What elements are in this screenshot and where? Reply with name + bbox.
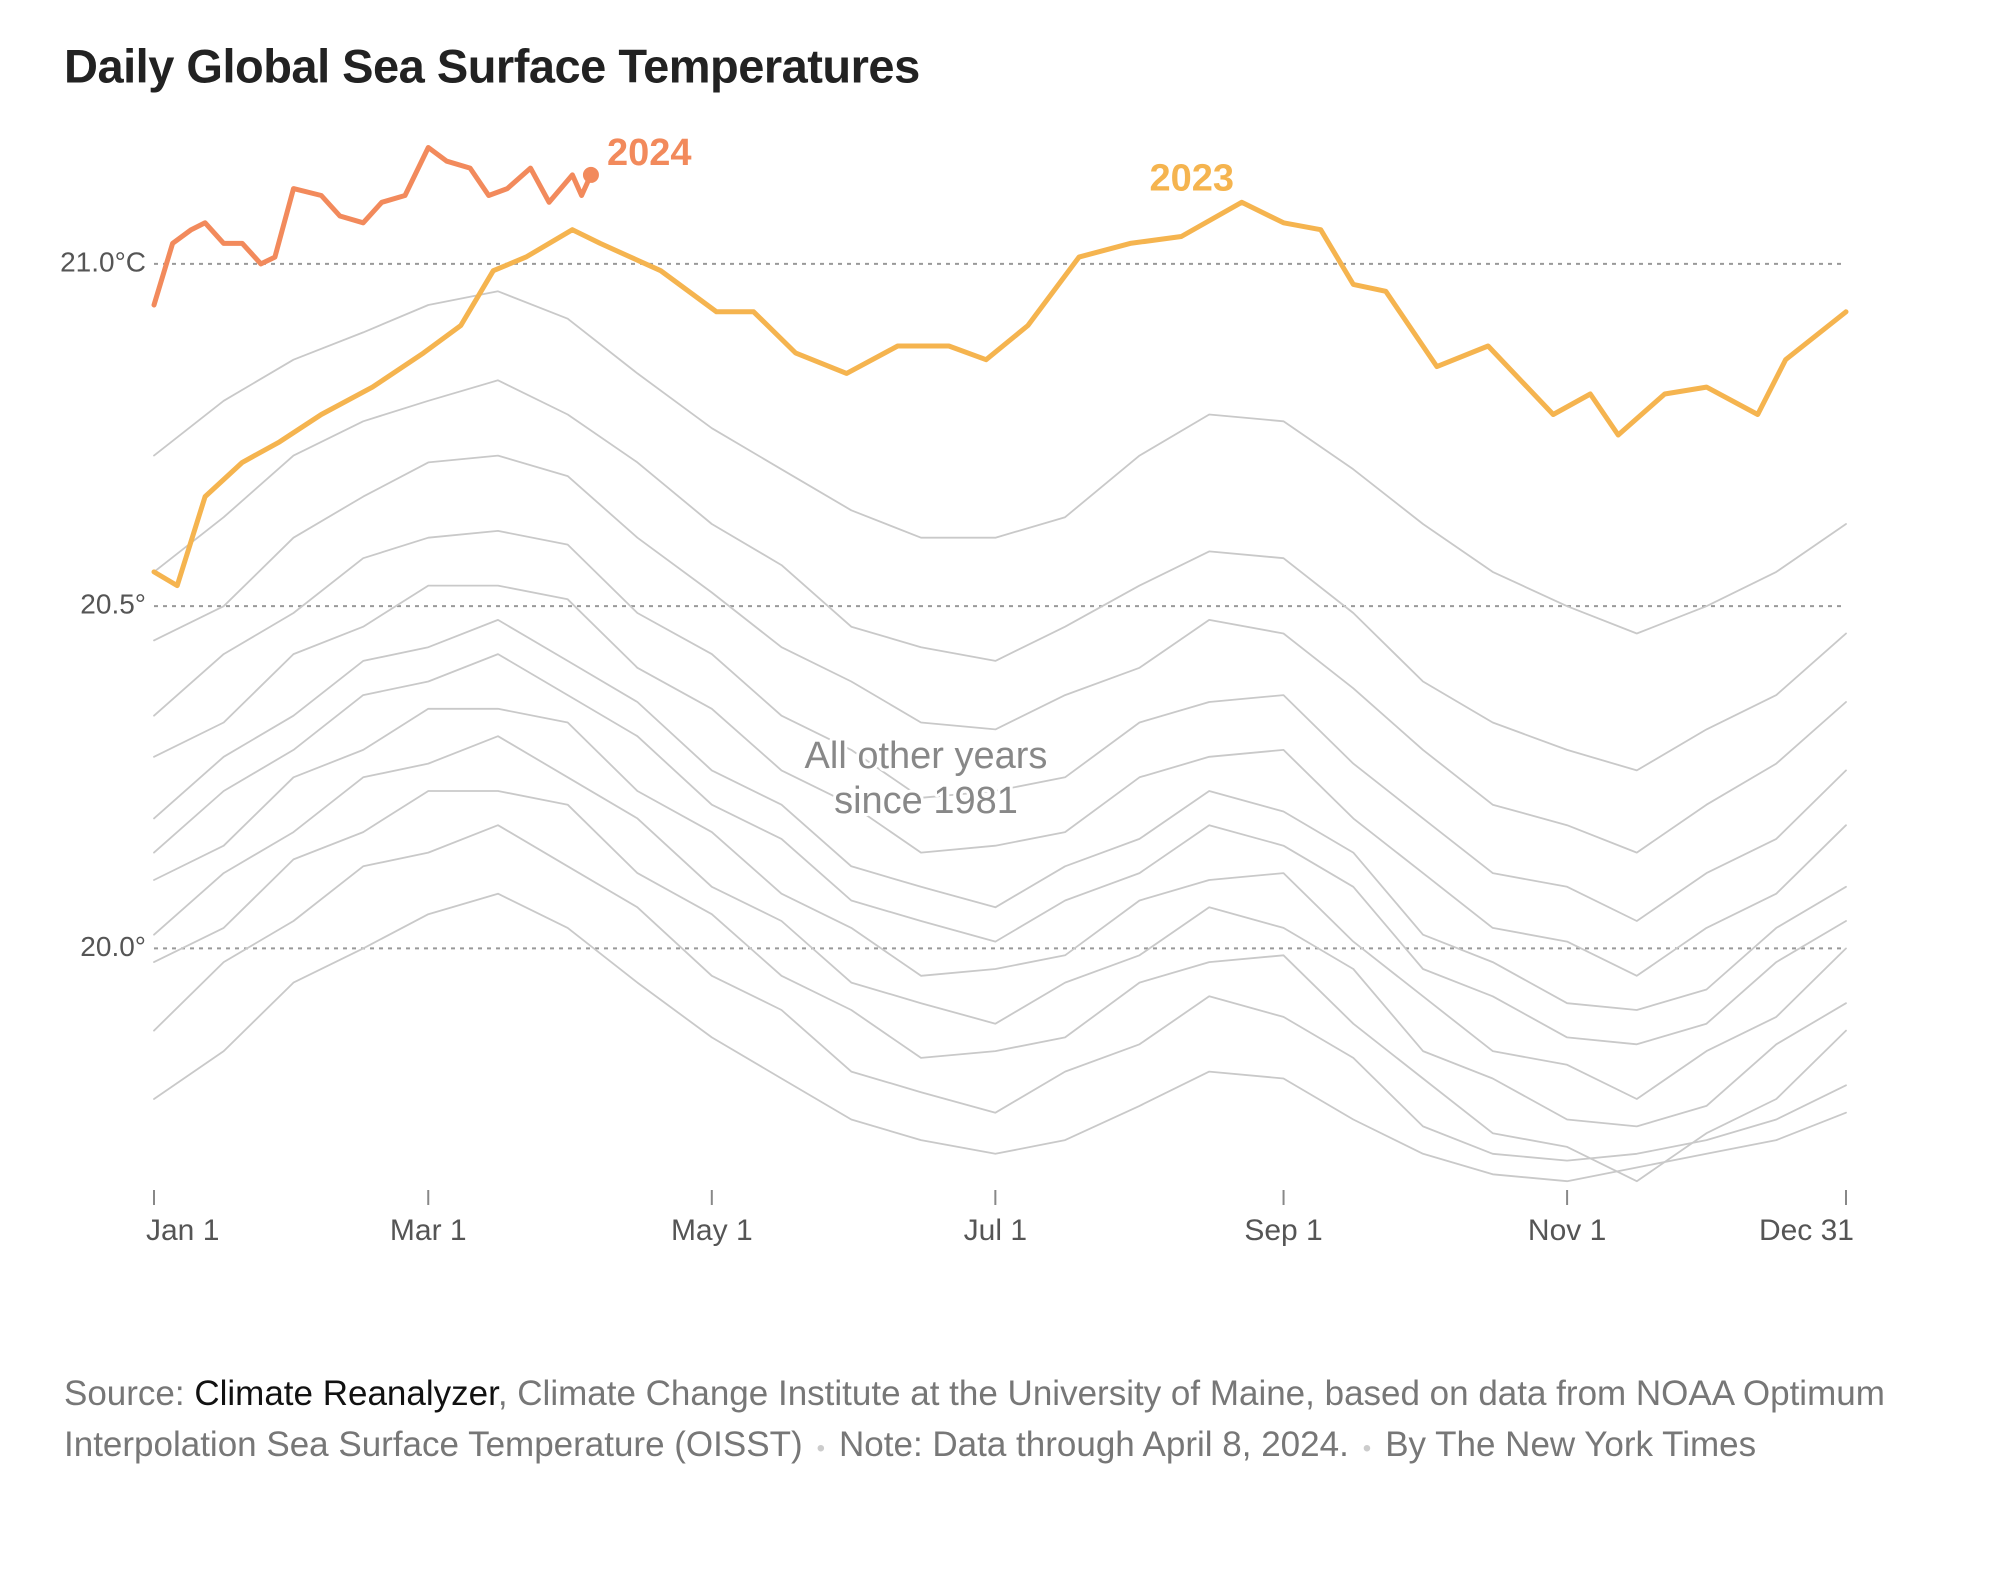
x-tick-label: Dec 31 <box>1759 1214 1854 1247</box>
other-year-line <box>153 530 1847 922</box>
other-year-line <box>153 824 1847 1162</box>
y-tick-label: 21.0°C <box>60 246 146 277</box>
other-year-line <box>153 892 1847 1183</box>
other-year-line <box>153 379 1847 772</box>
other-year-line <box>153 790 1847 1183</box>
x-tick-label: Jan 1 <box>146 1214 219 1247</box>
credit: By The New York Times <box>1385 1425 1757 1464</box>
source-note: Source: Climate Reanalyzer, Climate Chan… <box>64 1368 1894 1474</box>
series-label: 2023 <box>1149 157 1234 199</box>
note: Note: Data through April 8, 2024. <box>839 1425 1349 1464</box>
series-label: 2024 <box>607 132 692 174</box>
other-year-line <box>153 290 1847 635</box>
x-tick-label: Jul 1 <box>964 1214 1027 1247</box>
separator: • <box>1362 1435 1372 1462</box>
annotation: since 1981 <box>834 780 1018 822</box>
x-tick-label: Sep 1 <box>1244 1214 1322 1247</box>
y-tick-label: 20.0° <box>80 931 146 962</box>
other-year-line <box>153 454 1847 854</box>
series-line <box>151 145 594 308</box>
source-link[interactable]: Climate Reanalyzer <box>194 1374 498 1413</box>
end-point <box>582 166 599 183</box>
chart-title: Daily Global Sea Surface Temperatures <box>64 39 920 92</box>
separator: • <box>816 1435 826 1462</box>
x-tick-label: Nov 1 <box>1528 1214 1606 1247</box>
source-text: , Climate Change Institute at the Univer… <box>64 1374 1885 1464</box>
y-tick-label: 20.5° <box>80 589 146 620</box>
other-year-line <box>153 707 1847 1100</box>
other-year-line <box>153 619 1847 1011</box>
annotation: All other years <box>805 735 1048 777</box>
other-year-line <box>153 653 1847 1046</box>
series-line <box>151 199 1849 589</box>
x-tick-label: May 1 <box>671 1214 753 1247</box>
chart: Daily Global Sea Surface Temperatures 20… <box>60 39 1854 1247</box>
x-tick-label: Mar 1 <box>390 1214 467 1247</box>
other-year-line <box>153 584 1847 977</box>
other-year-line <box>153 735 1847 1128</box>
lines <box>151 145 1849 1183</box>
source-label: Source: <box>64 1374 185 1413</box>
